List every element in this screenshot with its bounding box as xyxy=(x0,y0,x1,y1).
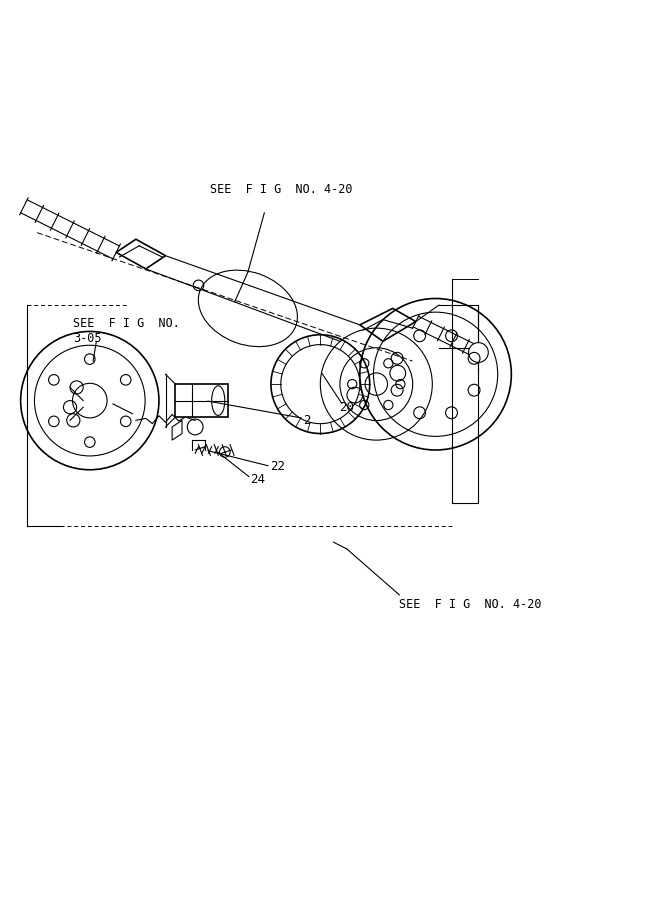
Text: SEE  F I G  NO. 4-20: SEE F I G NO. 4-20 xyxy=(209,184,352,196)
Text: 20: 20 xyxy=(340,400,354,414)
Circle shape xyxy=(468,343,488,363)
Text: SEE  F I G  NO.
3-05: SEE F I G NO. 3-05 xyxy=(73,318,180,346)
Text: SEE  F I G  NO. 4-20: SEE F I G NO. 4-20 xyxy=(400,598,542,611)
Text: 24: 24 xyxy=(250,473,265,486)
Text: 22: 22 xyxy=(270,460,285,473)
Text: 2: 2 xyxy=(303,414,311,427)
